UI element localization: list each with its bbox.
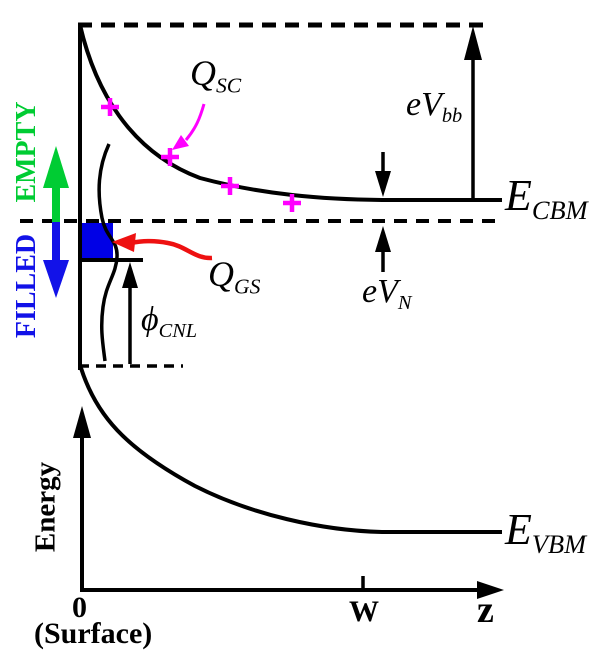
surface-note-label: (Surface) [34,617,153,650]
label-qsc: QSC [190,53,242,98]
cbm-curve [78,24,502,202]
label-ecbm: ECBM [505,171,588,226]
evn-lower-arrow-head-icon [375,226,391,252]
filled-states-down-arrow-icon [43,260,69,298]
label-filled-states: FILLED [11,233,42,339]
qsc-pointer-arrow-head-icon [172,135,189,150]
empty-states-up-arrow-icon [43,146,69,188]
energy-axis-arrow-head-icon [73,406,91,438]
vbm-curve [79,367,502,534]
phi-cnl-arrow-head-icon [122,262,138,288]
energy-axis-label: Energy [29,461,62,553]
label-evbm: EVBM [505,505,587,560]
filled-gap-states-box [82,223,113,259]
label-evbb: eVbb [406,86,463,128]
label-qgs: QGS [208,254,261,299]
empty-states-arrow-shaft [52,186,60,222]
label-phi-cnl: ϕCNL [141,301,198,343]
band-bending-arrow-head-icon [464,26,482,60]
label-empty-states: EMPTY [11,101,42,203]
label-evn: eVN [362,273,412,315]
qgs-pointer-arrow-head-icon [112,233,136,252]
space-charge-plus-icon [221,177,239,195]
filled-states-arrow-shaft [52,222,60,262]
z-axis-arrow-head-icon [477,581,504,599]
x-origin-label: 0 [72,591,87,624]
qsc-pointer-arrow-shaft [184,103,206,141]
z-axis-label: z [477,589,494,631]
gap-states-dos-curve [97,143,119,362]
space-charge-plus-icon [101,98,119,116]
space-charge-plus-icon [161,148,179,166]
w-tick-label: W [349,595,379,628]
space-charge-plus-icon [283,194,301,212]
qgs-pointer-arrow-shaft [129,238,213,261]
evn-upper-arrow-head-icon [375,171,391,197]
